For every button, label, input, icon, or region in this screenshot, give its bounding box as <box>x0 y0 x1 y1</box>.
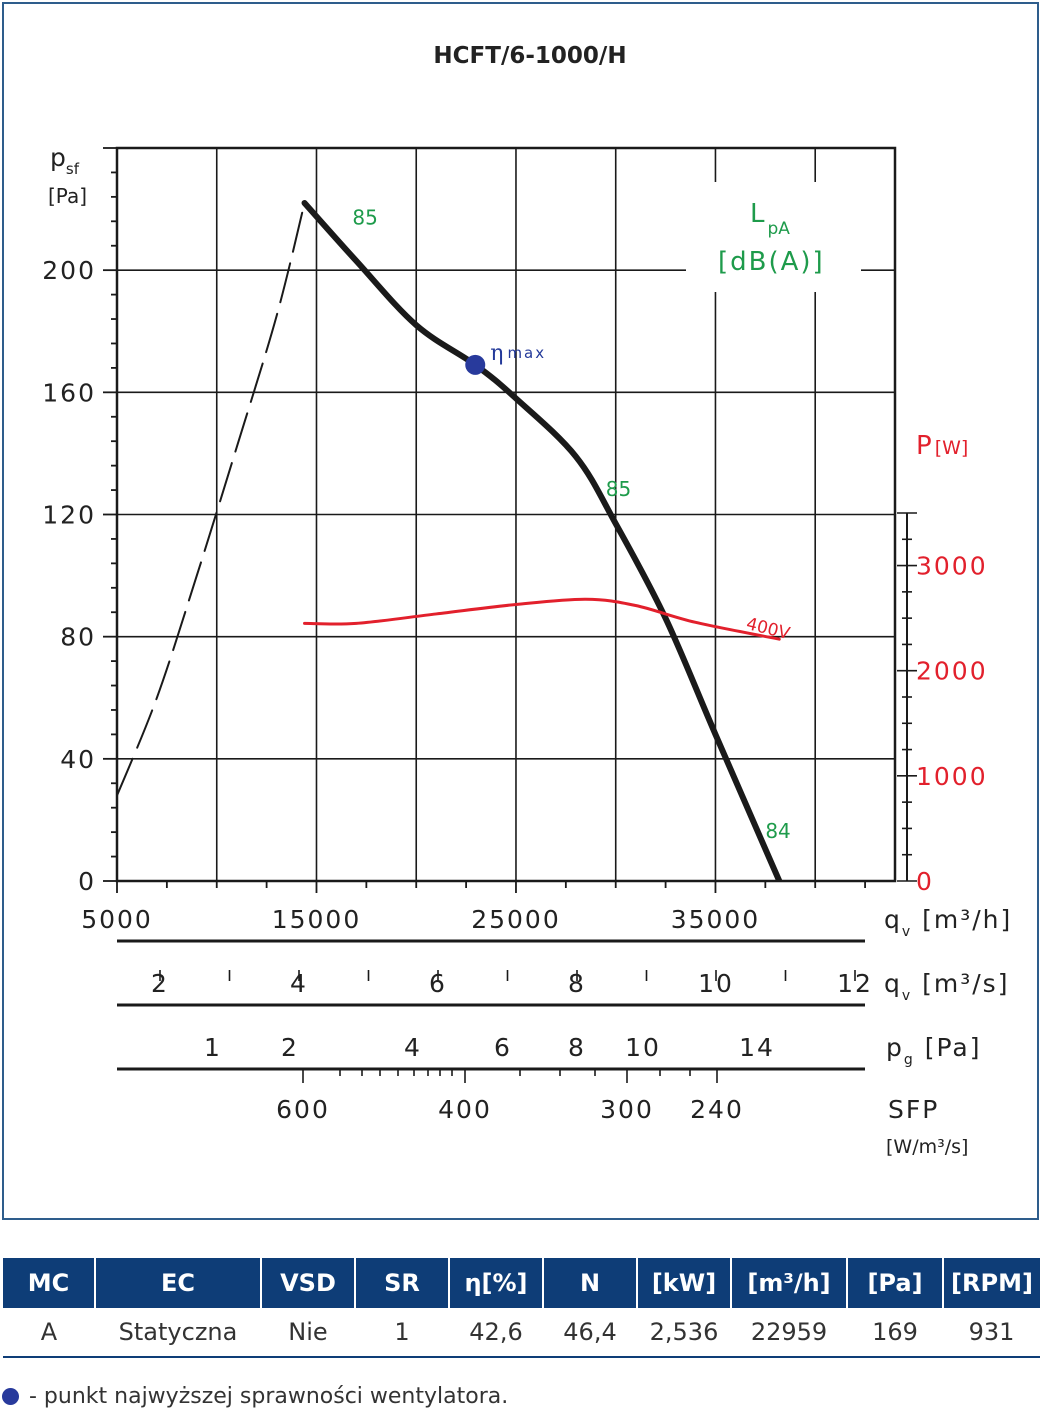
table-cell: 169 <box>847 1308 943 1358</box>
qvs-tick-label: 12 <box>837 969 873 998</box>
sfp-unit: [W/m³/s] <box>886 1136 968 1158</box>
power-axis-label: P [W] <box>916 431 968 461</box>
series-line-400v <box>303 597 781 641</box>
x-tick-label: 25000 <box>471 905 561 934</box>
power-tick-label: 2000 <box>916 657 988 686</box>
y-tick-label: 120 <box>42 501 96 530</box>
series-layer <box>117 199 783 881</box>
qvs-tick-label: 4 <box>290 969 308 998</box>
table-cell: 931 <box>943 1308 1040 1358</box>
y-tick-label: 0 <box>78 867 96 896</box>
table-cell: 46,4 <box>543 1308 637 1358</box>
table-header-cell: [m³/h] <box>730 1258 847 1308</box>
pg-tick-label: 14 <box>739 1033 775 1062</box>
footnote: - punkt najwyższej sprawności wentylator… <box>2 1384 508 1409</box>
pg-tick-label: 1 <box>204 1033 222 1062</box>
qvs-tick-label: 6 <box>429 969 447 998</box>
power-tick-label: 1000 <box>916 762 988 791</box>
power-tick-label: 3000 <box>916 552 988 581</box>
table-cell: Statyczna <box>95 1308 261 1358</box>
table-header-cell: [RPM] <box>942 1258 1040 1308</box>
sfp-tick-label: 240 <box>690 1095 744 1124</box>
power-tick-label: 0 <box>916 867 934 896</box>
sfp-tick-label: 300 <box>600 1095 654 1124</box>
sfp-label: SFP <box>888 1095 939 1124</box>
qvs-tick-label: 10 <box>698 969 734 998</box>
noise-label-sub: pA <box>768 219 791 239</box>
table-header-cell: N <box>542 1258 637 1308</box>
pg-tick-label: 2 <box>281 1033 299 1062</box>
axis-label: pg [Pa] <box>886 1033 982 1068</box>
axis-label: qv [m³/h] <box>884 905 1012 940</box>
eta-max-point <box>465 354 486 375</box>
qvs-tick-label: 8 <box>568 969 586 998</box>
table-cell: 2,536 <box>637 1308 731 1358</box>
sfp-tick-label: 400 <box>438 1095 492 1124</box>
annotations: 85 85 84 400V η max <box>352 205 792 843</box>
table-header-cell: SR <box>354 1258 449 1308</box>
series-line-psf <box>301 199 783 881</box>
svg-text:LpA: LpA <box>750 199 790 239</box>
table-cell: Nie <box>261 1308 355 1358</box>
table-header-cell: [Pa] <box>846 1258 943 1308</box>
table-header-cell: η[%] <box>448 1258 543 1308</box>
grid-lines <box>115 146 897 883</box>
x-tick-label: 35000 <box>671 905 761 934</box>
x-tick-labels: 5000 15000 25000 35000 <box>81 905 761 934</box>
annotation-label: 85 <box>606 477 631 501</box>
footnote-text: - punkt najwyższej sprawności wentylator… <box>29 1384 509 1409</box>
eta-max-marker-icon <box>2 1388 19 1405</box>
y-axis-unit: [Pa] <box>48 184 87 208</box>
data-table: MC EC VSD SR η[%] N [kW] [m³/h] [Pa] [RPM] A Staty… <box>3 1258 1040 1358</box>
y-tick-labels: 0 40 80 120 160 200 <box>42 256 96 896</box>
table-cell: 22959 <box>731 1308 847 1358</box>
pg-tick-label: 4 <box>404 1033 422 1062</box>
y-axis-label: psf <box>50 143 80 178</box>
pg-tick-label: 8 <box>568 1033 586 1062</box>
annotation-label: 400V <box>744 614 792 644</box>
pg-tick-label: 10 <box>625 1033 661 1062</box>
chart-frame <box>2 2 1039 1220</box>
annotation-label: 84 <box>765 819 790 843</box>
series-line-limit <box>117 201 306 797</box>
annotation-label: 85 <box>352 205 377 229</box>
y-tick-label: 160 <box>42 378 96 407</box>
table-cell: 42,6 <box>449 1308 543 1358</box>
secondary-axes: qv [m³/h]2 4 6 8 10 12 qv [m³/s]1 2 4 6 8 10 14 pg [P… <box>117 905 1012 1158</box>
y-tick-label: 80 <box>60 623 96 652</box>
table-cell: 1 <box>355 1308 449 1358</box>
axis-minor-ticks <box>103 147 866 893</box>
x-tick-label: 5000 <box>81 905 153 934</box>
x-tick-label: 15000 <box>272 905 362 934</box>
noise-label-main: L <box>750 199 765 229</box>
table-cell: A <box>3 1308 95 1358</box>
noise-label-unit: [dB(A)] <box>718 247 825 277</box>
table-header-cell: MC <box>3 1258 95 1308</box>
chart-title: HCFT/6-1000/H <box>433 43 626 69</box>
pg-tick-label: 6 <box>494 1033 512 1062</box>
table-header-row: MC EC VSD SR η[%] N [kW] [m³/h] [Pa] [RPM] <box>3 1258 1040 1308</box>
sfp-tick-label: 600 <box>276 1095 330 1124</box>
table-header-cell: VSD <box>260 1258 355 1308</box>
eta-max-label: η max <box>490 341 546 366</box>
y-tick-label: 200 <box>42 256 96 285</box>
table-header-cell: EC <box>94 1258 261 1308</box>
qvs-tick-label: 2 <box>151 969 169 998</box>
table-header-cell: [kW] <box>636 1258 731 1308</box>
power-axis: 0 1000 2000 3000 <box>897 512 988 896</box>
table-row: A Statyczna Nie 1 42,6 46,4 2,536 22959 169 931 <box>3 1308 1040 1358</box>
axis-label: qv [m³/s] <box>884 969 1009 1004</box>
y-tick-label: 40 <box>60 745 96 774</box>
